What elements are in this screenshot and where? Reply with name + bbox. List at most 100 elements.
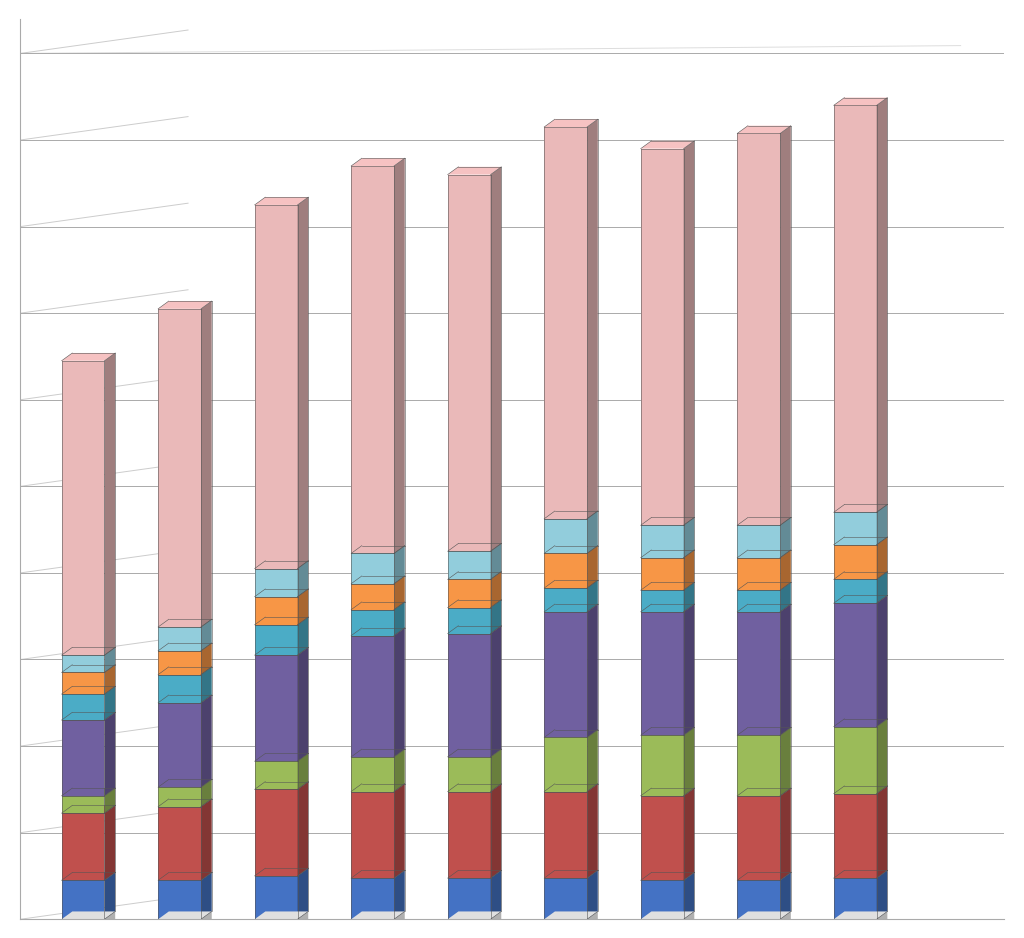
Polygon shape [641,518,694,525]
Polygon shape [684,728,694,795]
Polygon shape [201,872,212,919]
Polygon shape [255,204,298,568]
Polygon shape [351,792,394,878]
Polygon shape [351,159,404,166]
Polygon shape [298,561,308,597]
Polygon shape [780,126,791,525]
Polygon shape [544,604,598,612]
Polygon shape [587,546,598,588]
Polygon shape [158,872,212,880]
Polygon shape [834,512,877,545]
Polygon shape [544,588,587,612]
Polygon shape [61,912,116,919]
Polygon shape [351,166,394,553]
Polygon shape [490,167,502,552]
Polygon shape [684,518,694,558]
Polygon shape [490,912,502,927]
Polygon shape [61,694,104,720]
Polygon shape [61,872,116,880]
Polygon shape [587,870,598,919]
Polygon shape [737,728,791,735]
Polygon shape [834,603,877,727]
Polygon shape [394,870,404,919]
Polygon shape [641,788,694,795]
Polygon shape [737,912,791,919]
Polygon shape [780,604,791,735]
Polygon shape [447,571,502,580]
Polygon shape [490,749,502,792]
Polygon shape [834,98,888,105]
Polygon shape [447,633,490,757]
Polygon shape [737,582,791,590]
Polygon shape [544,553,587,588]
Polygon shape [201,301,212,627]
Polygon shape [877,98,888,512]
Polygon shape [737,525,780,558]
Polygon shape [158,667,212,674]
Polygon shape [158,619,212,627]
Polygon shape [61,880,104,919]
Polygon shape [737,558,780,590]
Polygon shape [61,665,116,673]
Polygon shape [104,647,116,673]
Polygon shape [351,636,394,757]
Polygon shape [447,792,490,878]
Polygon shape [544,737,587,792]
Polygon shape [394,602,404,636]
Polygon shape [834,919,877,927]
Polygon shape [587,784,598,878]
Polygon shape [298,647,308,762]
Polygon shape [641,795,684,880]
Polygon shape [61,712,116,720]
Polygon shape [447,608,490,633]
Polygon shape [737,788,791,795]
Polygon shape [201,695,212,787]
Polygon shape [877,537,888,580]
Polygon shape [104,872,116,919]
Polygon shape [684,872,694,919]
Polygon shape [255,869,308,876]
Polygon shape [834,786,888,794]
Polygon shape [544,519,587,553]
Polygon shape [158,627,201,651]
Polygon shape [158,912,212,919]
Polygon shape [104,712,116,795]
Polygon shape [255,753,308,762]
Polygon shape [641,919,684,927]
Polygon shape [201,912,212,927]
Polygon shape [641,735,684,795]
Polygon shape [61,919,104,927]
Polygon shape [834,596,888,603]
Polygon shape [737,550,791,558]
Polygon shape [351,757,394,792]
Polygon shape [544,919,587,927]
Polygon shape [877,505,888,545]
Polygon shape [201,619,212,651]
Polygon shape [158,807,201,880]
Polygon shape [684,582,694,612]
Polygon shape [737,133,780,525]
Polygon shape [737,590,780,612]
Polygon shape [834,580,877,603]
Polygon shape [834,545,877,580]
Polygon shape [834,727,877,794]
Polygon shape [351,919,394,927]
Polygon shape [351,546,404,553]
Polygon shape [490,870,502,919]
Polygon shape [61,720,104,795]
Polygon shape [587,730,598,792]
Polygon shape [201,799,212,880]
Polygon shape [61,806,116,813]
Polygon shape [834,505,888,512]
Polygon shape [447,552,490,580]
Polygon shape [544,878,587,919]
Polygon shape [877,571,888,603]
Polygon shape [834,878,877,919]
Polygon shape [641,525,684,558]
Polygon shape [394,546,404,583]
Polygon shape [641,912,694,919]
Polygon shape [490,599,502,633]
Polygon shape [587,604,598,737]
Polygon shape [544,581,598,588]
Polygon shape [394,749,404,792]
